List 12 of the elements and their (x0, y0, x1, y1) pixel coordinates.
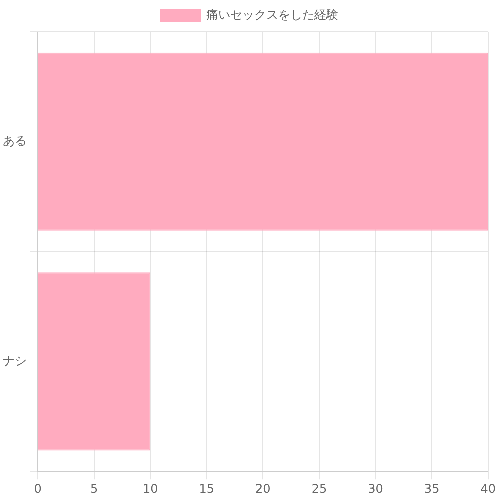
y-tick-label: ある (3, 134, 27, 148)
x-tick-label: 10 (142, 482, 158, 496)
y-tick-label: ナシ (3, 354, 27, 368)
x-tick-label: 15 (199, 482, 215, 496)
x-tick-label: 5 (90, 482, 98, 496)
x-tick-label: 0 (34, 482, 42, 496)
x-tick-label: 20 (256, 482, 271, 496)
x-tick-label: 30 (368, 482, 384, 496)
x-tick-label: 40 (480, 482, 496, 496)
x-tick-label: 35 (424, 482, 440, 496)
x-tick-label: 25 (312, 482, 328, 496)
legend-label: 痛いセックスをした経験 (206, 8, 338, 22)
